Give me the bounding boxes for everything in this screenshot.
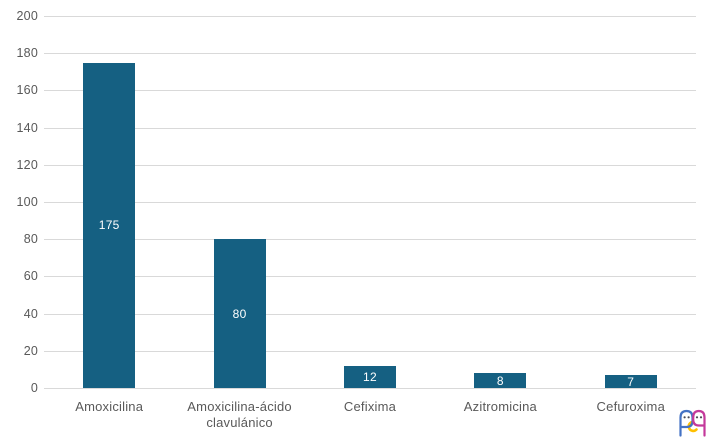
gridline bbox=[44, 164, 696, 166]
gridline bbox=[44, 388, 696, 389]
logo-eye-icon bbox=[699, 416, 703, 419]
y-axis-tick-label: 60 bbox=[23, 269, 38, 284]
gridline bbox=[44, 313, 696, 315]
y-axis-tick-label: 80 bbox=[23, 232, 38, 247]
y-axis-tick-label: 100 bbox=[16, 195, 38, 209]
x-axis-category-label: Cefixima bbox=[343, 399, 397, 414]
bar-value-label: 12 bbox=[363, 369, 377, 384]
gridline bbox=[44, 239, 696, 241]
logo-eye-icon bbox=[695, 416, 699, 419]
logo-blue-glyph bbox=[679, 409, 694, 437]
y-axis-tick-label: 120 bbox=[16, 157, 38, 172]
bar bbox=[604, 375, 657, 388]
bar bbox=[474, 373, 527, 388]
x-axis-category-label: Amoxicilina-ácido clavulánico bbox=[187, 399, 292, 430]
gridline bbox=[44, 90, 696, 92]
brand-logo bbox=[679, 409, 706, 437]
x-axis-category-label: Amoxicilina bbox=[75, 399, 144, 414]
bar-value-label: 175 bbox=[98, 218, 120, 233]
logo-eye-icon bbox=[683, 416, 686, 419]
bar-value-label: 80 bbox=[232, 306, 247, 321]
bar bbox=[83, 62, 136, 388]
x-axis-category-label: Cefuroxima bbox=[596, 399, 666, 414]
gridline bbox=[44, 350, 696, 352]
bar bbox=[344, 365, 396, 388]
y-axis-tick-label: 180 bbox=[16, 46, 38, 61]
y-axis-tick-label: 140 bbox=[16, 120, 38, 135]
bar-value-label: 7 bbox=[627, 374, 635, 389]
y-axis-tick-label: 0 bbox=[30, 381, 38, 395]
x-axis-category-label: Azitromicina bbox=[463, 399, 537, 414]
gridline bbox=[44, 202, 696, 203]
y-axis-tick-label: 200 bbox=[16, 9, 38, 23]
bar bbox=[213, 239, 266, 388]
y-axis-tick-label: 40 bbox=[23, 306, 38, 321]
gridline bbox=[44, 127, 696, 129]
bar-value-label: 8 bbox=[496, 373, 504, 388]
logo-eye-icon bbox=[687, 416, 690, 419]
gridline bbox=[44, 16, 696, 17]
gridline bbox=[44, 53, 696, 55]
gridline bbox=[44, 276, 696, 278]
logo-magenta-glyph bbox=[692, 409, 706, 437]
y-axis-tick-label: 160 bbox=[16, 83, 38, 98]
y-axis-tick-label: 20 bbox=[23, 343, 38, 358]
